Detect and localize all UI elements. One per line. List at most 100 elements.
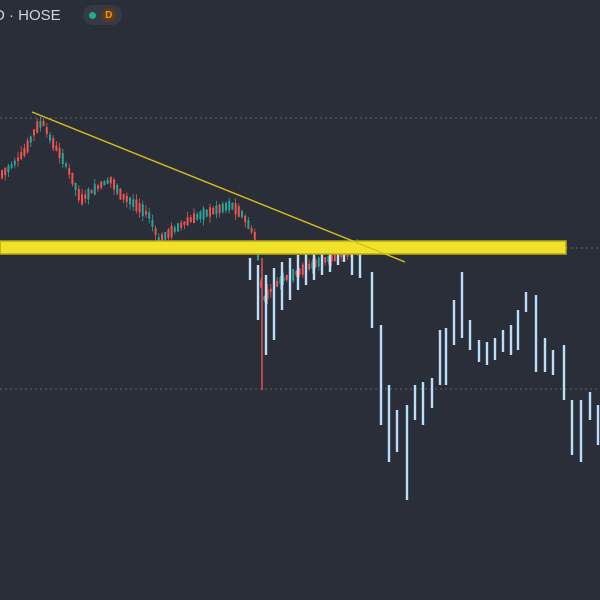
candle-body-6 (20, 152, 23, 160)
candle-body-5 (17, 157, 19, 161)
candle-body-89 (285, 274, 288, 281)
candle-body-18 (58, 147, 61, 158)
candle-body-102 (327, 255, 330, 262)
candle-body-28 (90, 189, 93, 194)
candle-body-71 (228, 200, 231, 211)
candle-body-67 (215, 205, 218, 215)
candle-body-16 (52, 138, 55, 149)
candle-body-101 (324, 257, 327, 263)
candle-body-9 (29, 136, 32, 143)
candle-body-51 (164, 232, 167, 240)
candle-body-12 (39, 120, 42, 128)
candle-body-23 (74, 183, 77, 190)
candle-body-68 (218, 204, 221, 213)
candle-body-75 (241, 211, 243, 218)
candle-body-72 (231, 202, 234, 210)
candle-body-8 (26, 140, 29, 153)
support-zone-rectangle[interactable] (0, 240, 567, 255)
candle-body-78 (250, 228, 253, 233)
candle-body-86 (276, 280, 279, 287)
candle-body-27 (87, 188, 90, 200)
candle-body-17 (55, 145, 58, 151)
candle-body-61 (196, 214, 199, 220)
candle-body-104 (333, 251, 336, 262)
candle-body-47 (151, 220, 154, 227)
candle-body-20 (65, 163, 67, 167)
candle-body-93 (298, 268, 301, 275)
descending-trendline[interactable] (31, 111, 406, 263)
symbol-exchange-label[interactable]: D · HOSE (0, 6, 61, 24)
candle-body-87 (279, 277, 282, 284)
candle-body-96 (308, 263, 311, 270)
candle-body-31 (100, 181, 103, 189)
candle-body-29 (93, 184, 96, 195)
candle-body-84 (269, 288, 272, 292)
candle-body-26 (84, 194, 87, 199)
candle-body-69 (221, 203, 224, 212)
candle-body-19 (61, 153, 64, 164)
candle-body-73 (234, 203, 237, 215)
candle-body-91 (292, 269, 295, 281)
candle-body-34 (109, 176, 112, 184)
candle-body-30 (97, 185, 99, 189)
candle-body-55 (177, 223, 179, 232)
candle-body-62 (199, 211, 202, 219)
market-open-dot-icon (88, 11, 96, 19)
candle-body-45 (145, 210, 147, 215)
candle-body-64 (205, 209, 208, 217)
candle-body-60 (193, 213, 195, 224)
candle-body-57 (183, 221, 186, 225)
candle-body-76 (244, 215, 247, 222)
candle-body-82 (263, 296, 266, 301)
candle-body-98 (314, 259, 317, 268)
candle-body-94 (301, 264, 304, 275)
candle-body-40 (129, 197, 131, 205)
candle-body-43 (138, 203, 141, 213)
candle-body-58 (186, 217, 189, 226)
candle-body-92 (295, 271, 298, 276)
candle-body-3 (10, 164, 13, 169)
candle-body-74 (237, 206, 240, 217)
candle-body-44 (141, 204, 144, 217)
chart-gridlines (0, 117, 600, 390)
candle-body-97 (311, 261, 314, 269)
candle-body-99 (317, 257, 320, 267)
candle-body-52 (167, 229, 170, 239)
candle-body-81 (260, 280, 263, 288)
candle-body-39 (125, 195, 128, 203)
candle-body-32 (103, 181, 106, 186)
candle-body-33 (106, 179, 109, 184)
candle-body-83 (266, 289, 269, 299)
candle-body-35 (113, 179, 115, 190)
candle-body-66 (212, 207, 215, 215)
candle-body-13 (42, 120, 45, 126)
candle-body-88 (282, 276, 285, 282)
candle-body-0 (1, 170, 3, 179)
status-indicators[interactable]: D (82, 5, 122, 25)
candle-body-53 (170, 226, 173, 238)
interval-badge: D (101, 8, 116, 22)
candle-body-37 (119, 188, 122, 200)
chart-header: D · HOSE D (0, 4, 122, 26)
projection-bar-series (248, 250, 600, 500)
candle-body-49 (157, 237, 160, 242)
candle-body-25 (81, 194, 83, 205)
candle-body-56 (180, 222, 183, 228)
candle-body-54 (173, 227, 176, 232)
candle-body-59 (189, 217, 192, 223)
candle-body-11 (36, 121, 39, 133)
candle-body-22 (71, 172, 74, 185)
candle-body-10 (33, 129, 35, 136)
candle-body-7 (23, 147, 26, 156)
candle-body-24 (77, 189, 80, 200)
candle-body-48 (154, 228, 157, 235)
candle-body-103 (330, 253, 333, 262)
candle-body-46 (148, 212, 151, 219)
candle-body-4 (13, 160, 16, 166)
candle-body-77 (247, 220, 250, 229)
candle-body-65 (209, 207, 211, 217)
candle-body-50 (161, 234, 163, 242)
candle-body-36 (116, 184, 119, 194)
candle-body-2 (7, 165, 10, 173)
